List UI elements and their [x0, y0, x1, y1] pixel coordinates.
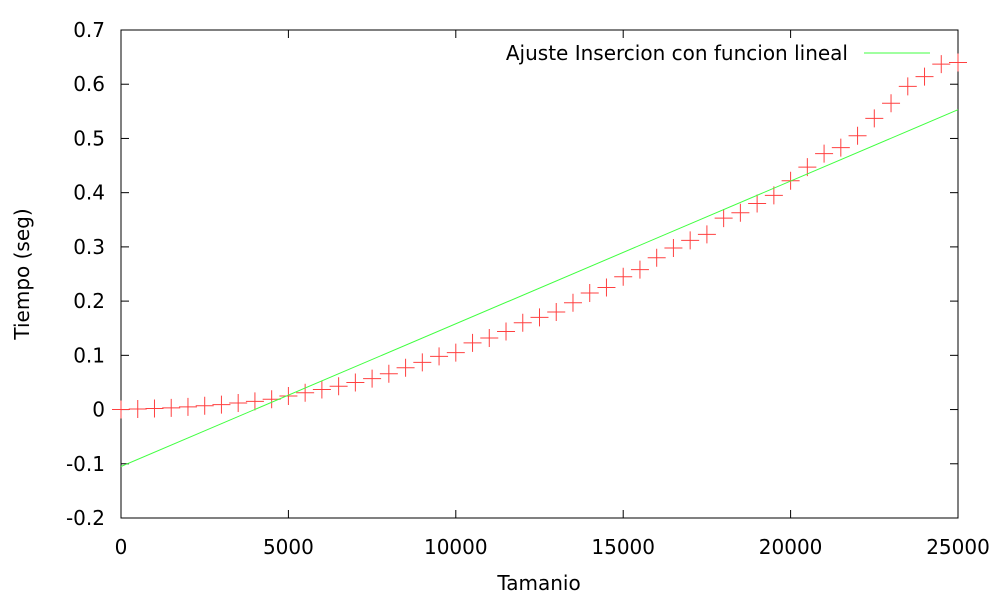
y-tick-label: 0.6 — [73, 72, 105, 96]
data-point — [463, 333, 482, 352]
y-tick-label: -0.1 — [66, 452, 105, 476]
axis-ticks — [120, 29, 959, 519]
data-point — [597, 278, 616, 297]
plot-frame — [120, 29, 959, 519]
data-point — [547, 302, 566, 321]
y-tick-labels: -0.2 -0.1 0 0.1 0.2 0.3 0.4 0.5 0.6 0.7 — [66, 18, 105, 530]
data-point — [530, 308, 549, 327]
data-point — [128, 400, 147, 419]
data-point — [513, 313, 532, 332]
data-point — [647, 248, 666, 267]
data-point — [396, 358, 415, 377]
y-tick-label: 0.2 — [73, 289, 105, 313]
data-point — [446, 343, 465, 362]
data-point — [815, 144, 834, 163]
data-point — [145, 399, 164, 418]
data-point — [279, 387, 298, 405]
data-point — [296, 383, 315, 402]
data-point — [229, 394, 248, 413]
data-point — [932, 55, 951, 74]
data-point — [178, 397, 197, 416]
data-point — [748, 194, 767, 213]
x-tick-label: 20000 — [759, 535, 823, 559]
data-point — [195, 396, 214, 415]
data-point — [480, 328, 499, 347]
data-point — [898, 77, 917, 96]
data-point — [245, 392, 264, 411]
series-layer — [112, 53, 967, 467]
x-axis-label: Tamanio — [496, 571, 580, 595]
y-axis-label: Tiempo (seg) — [10, 208, 34, 340]
data-point — [949, 53, 967, 72]
data-point — [731, 203, 750, 222]
y-tick-label: 0.5 — [73, 126, 105, 150]
data-point — [882, 94, 901, 113]
data-points — [112, 53, 967, 419]
legend: Ajuste Insercion con funcion lineal — [506, 41, 930, 65]
data-point — [865, 109, 884, 128]
x-tick-label: 25000 — [926, 535, 990, 559]
data-point — [162, 398, 181, 417]
x-tick-label: 0 — [115, 535, 128, 559]
data-point — [798, 158, 817, 177]
data-point — [497, 322, 516, 341]
data-point — [329, 377, 348, 396]
data-point — [630, 260, 649, 279]
data-point — [697, 225, 716, 244]
data-point — [112, 400, 130, 419]
data-point — [346, 373, 365, 392]
x-tick-label: 5000 — [263, 535, 314, 559]
linear-fit-line — [120, 109, 959, 467]
data-point — [413, 353, 432, 372]
y-tick-label: 0.3 — [73, 235, 105, 259]
data-point — [614, 267, 633, 286]
data-point — [580, 283, 599, 302]
y-tick-label: 0.7 — [73, 18, 105, 42]
y-tick-label: 0 — [92, 398, 105, 422]
data-point — [379, 364, 398, 383]
data-point — [681, 231, 700, 250]
y-tick-label: 0.4 — [73, 181, 105, 205]
data-point — [764, 186, 783, 205]
data-point — [563, 293, 582, 312]
x-tick-labels: 0 5000 10000 15000 20000 25000 — [115, 535, 990, 559]
x-tick-label: 10000 — [424, 535, 488, 559]
data-point — [312, 380, 331, 399]
x-tick-label: 15000 — [591, 535, 655, 559]
data-point — [848, 126, 867, 145]
data-point — [831, 138, 850, 157]
data-point — [714, 209, 733, 228]
data-point — [664, 238, 683, 257]
data-point — [363, 369, 382, 388]
y-tick-label: -0.2 — [66, 506, 105, 530]
data-point — [212, 395, 231, 414]
legend-label-fit: Ajuste Insercion con funcion lineal — [506, 41, 848, 65]
data-point — [430, 347, 449, 366]
data-point — [915, 67, 934, 86]
y-tick-label: 0.1 — [73, 343, 105, 367]
